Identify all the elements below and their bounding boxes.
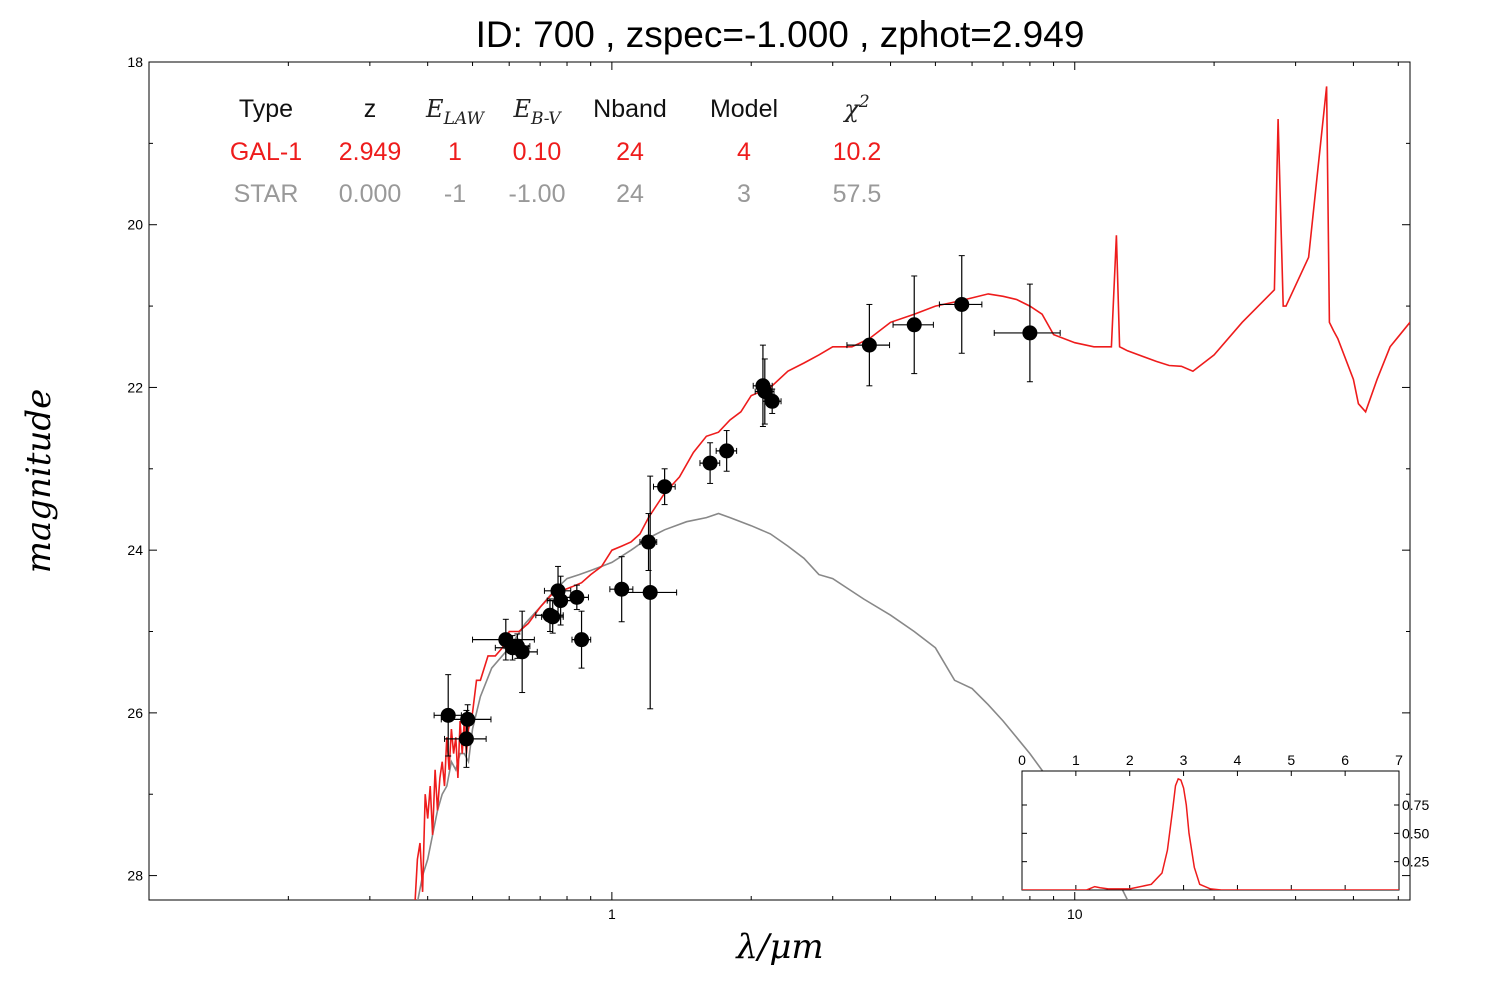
table-header: Type — [239, 95, 293, 123]
inset-x-tick-label: 7 — [1395, 752, 1403, 768]
pdz-inset: 0 1 2 3 4 5 6 7 0.25 0.50 0.75 — [1018, 752, 1429, 891]
data-marker — [458, 731, 474, 747]
y-tick-label: 28 — [127, 868, 143, 884]
data-marker — [906, 317, 922, 333]
data-marker — [1022, 325, 1038, 341]
data-marker — [954, 296, 970, 312]
data-marker — [641, 534, 657, 550]
data-point — [505, 610, 538, 694]
inset-y-tick-label: 0.50 — [1402, 825, 1429, 841]
table-cell: 4 — [737, 138, 751, 166]
y-tick-label: 20 — [127, 217, 143, 233]
data-marker — [440, 707, 456, 723]
table-cell: 2.949 — [339, 138, 402, 166]
table-header: χ2 — [842, 92, 869, 123]
data-marker — [553, 593, 569, 609]
data-point — [444, 709, 487, 768]
table-cell: 0.10 — [513, 138, 562, 166]
galaxy-model-line — [414, 86, 1410, 900]
data-marker — [657, 479, 673, 495]
table-header: ELAW — [425, 95, 485, 129]
data-point — [993, 283, 1061, 383]
data-point — [639, 513, 658, 571]
x-tick-label: 10 — [1067, 906, 1083, 922]
data-marker — [545, 609, 561, 625]
plot-frame — [148, 61, 1411, 901]
inset-x-tick-label: 1 — [1072, 752, 1080, 768]
inset-x-tick-label: 4 — [1234, 752, 1242, 768]
inset-x-tick-label: 5 — [1287, 752, 1295, 768]
table-cell: 24 — [616, 180, 644, 208]
inset-plot-area — [1022, 777, 1399, 890]
table-cell: -1 — [444, 180, 466, 208]
y-tick-label: 18 — [127, 54, 143, 70]
table-cell: GAL-1 — [230, 138, 302, 166]
data-point — [715, 430, 738, 472]
table-header: EB-V — [512, 95, 562, 129]
inset-y-tick-label: 0.75 — [1402, 797, 1429, 813]
y-axis-label: magnitude — [19, 389, 59, 574]
data-marker — [719, 443, 735, 459]
table-cell: 57.5 — [833, 180, 882, 208]
data-point — [754, 358, 775, 425]
star-model-line — [417, 512, 1129, 900]
table-cell: 1 — [448, 138, 462, 166]
table-header: z — [364, 95, 377, 123]
pdz-line — [1022, 777, 1399, 890]
inset-x-tick-label: 6 — [1341, 752, 1349, 768]
inset-x-tick-label: 0 — [1018, 752, 1026, 768]
data-point — [762, 388, 782, 414]
data-marker — [614, 581, 630, 597]
data-marker — [764, 393, 780, 409]
table-header: Nband — [593, 95, 667, 123]
inset-x-tick-label: 3 — [1180, 752, 1188, 768]
y-tick-label: 24 — [127, 542, 143, 558]
inset-x-tick-label: 2 — [1126, 752, 1134, 768]
data-point — [619, 475, 678, 710]
table-cell: STAR — [234, 180, 299, 208]
data-point — [699, 442, 721, 484]
data-point — [433, 674, 462, 757]
data-marker — [569, 589, 585, 605]
x-tick-label: 1 — [608, 906, 616, 922]
table-cell: 24 — [616, 138, 644, 166]
data-point — [892, 275, 934, 375]
data-point — [563, 584, 589, 611]
photometry-points — [433, 255, 1061, 768]
data-marker — [861, 337, 877, 353]
inset-y-tick-label: 0.25 — [1402, 854, 1429, 870]
data-marker — [702, 455, 718, 471]
data-point — [938, 255, 983, 354]
data-point — [609, 556, 634, 623]
y-tick-label: 22 — [127, 379, 143, 395]
table-cell: 10.2 — [833, 138, 882, 166]
table-cell: -1.00 — [509, 180, 566, 208]
data-point — [571, 610, 592, 669]
inset-frame — [1021, 770, 1400, 891]
table-cell: 0.000 — [339, 180, 402, 208]
data-point — [652, 468, 676, 506]
y-tick-label: 26 — [127, 705, 143, 721]
data-point — [541, 600, 564, 634]
data-marker — [574, 632, 590, 648]
table-header: Model — [710, 95, 778, 123]
data-marker — [514, 644, 530, 660]
data-marker — [642, 584, 658, 600]
fit-table: Type z ELAW EB-V Nband Model χ2 GAL-1 2.949 1 0.10… — [230, 92, 881, 208]
data-point — [846, 303, 891, 387]
table-cell: 3 — [737, 180, 751, 208]
data-marker — [460, 711, 476, 727]
chart-title: ID: 700 , zspec=-1.000 , zphot=2.949 — [475, 14, 1085, 55]
x-axis-label: λ/μm — [734, 927, 823, 967]
